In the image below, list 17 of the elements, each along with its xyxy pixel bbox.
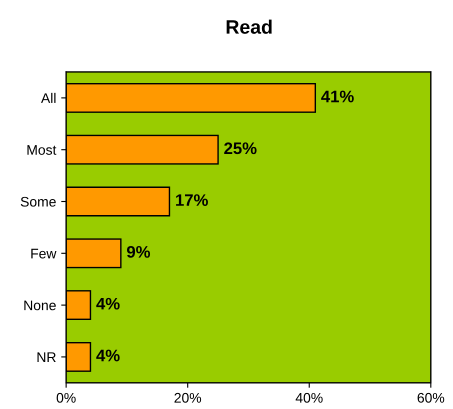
x-tick-label: 60%	[418, 392, 444, 403]
data-label: 17%	[176, 194, 208, 206]
x-tick-label: 0%	[56, 392, 76, 403]
y-tick-label: NR	[37, 352, 56, 362]
data-label: 4%	[96, 298, 120, 310]
chart-title: Read	[226, 20, 272, 34]
data-label: 9%	[126, 246, 150, 258]
y-tick-label: All	[41, 92, 56, 103]
data-label: 4%	[96, 350, 120, 362]
y-tick-label: Most	[27, 145, 56, 155]
y-tick-label: None	[24, 300, 56, 310]
x-tick-label: 20%	[174, 392, 202, 403]
data-label: 41%	[321, 90, 354, 102]
x-tick-label: 40%	[296, 392, 323, 403]
data-label: 25%	[224, 142, 257, 154]
y-tick-label: Few	[31, 248, 56, 258]
y-tick-label: Some	[20, 196, 56, 207]
